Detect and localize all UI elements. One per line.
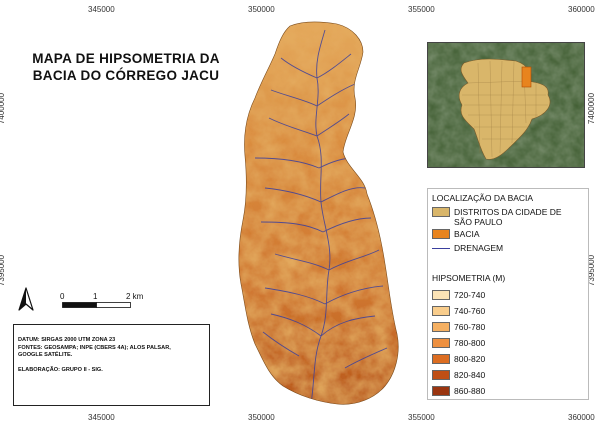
map-legend: LOCALIZAÇÃO DA BACIA DISTRITOS DA CIDADE… <box>427 188 589 400</box>
legend-item-districts: DISTRITOS DA CIDADE DE SÃO PAULO <box>432 207 576 227</box>
coord-top-350000: 350000 <box>248 5 275 14</box>
legend-item-label: 780-800 <box>454 338 486 348</box>
districts-swatch <box>432 207 450 217</box>
elev-swatch <box>432 354 450 364</box>
satellite-inset <box>428 43 584 167</box>
elev-swatch <box>432 290 450 300</box>
elev-swatch <box>432 338 450 348</box>
legend-item-label: DRENAGEM <box>454 243 504 253</box>
coord-bottom-355000: 355000 <box>408 413 435 422</box>
north-arrow-icon <box>18 287 34 311</box>
legend-location-title: LOCALIZAÇÃO DA BACIA <box>432 193 534 203</box>
coord-right-7400000: 7400000 <box>587 92 597 125</box>
legend-elev-820-840: 820-840 <box>432 370 485 380</box>
map-info-box: DATUM: SIRGAS 2000 UTM ZONA 23 FONTES: G… <box>13 324 210 406</box>
legend-item-label: 800-820 <box>454 354 486 364</box>
info-author: ELABORAÇÃO: GRUPO II - SIG. <box>18 366 103 373</box>
coord-left-7395000: 7395000 <box>0 254 7 287</box>
basin-swatch <box>432 229 450 239</box>
legend-item-drainage: DRENAGEM <box>432 243 503 253</box>
legend-elev-760-780: 760-780 <box>432 322 485 332</box>
coord-bottom-350000: 350000 <box>248 413 275 422</box>
info-sources: FONTES: GEOSAMPA; INPE (CBERS 4A); ALOS … <box>18 344 171 351</box>
legend-item-basin: BACIA <box>432 229 480 239</box>
coord-top-360000: 360000 <box>568 5 595 14</box>
coord-top-345000: 345000 <box>88 5 115 14</box>
basin-location-marker <box>521 66 532 88</box>
scale-bar-graphic <box>62 302 131 308</box>
scale-label-0: 0 <box>60 292 65 301</box>
elev-swatch <box>432 306 450 316</box>
elev-swatch <box>432 370 450 380</box>
elev-swatch <box>432 322 450 332</box>
coord-bottom-345000: 345000 <box>88 413 115 422</box>
map-title: MAPA DE HIPSOMETRIA DA BACIA DO CÓRREGO … <box>20 50 232 84</box>
legend-elev-800-820: 800-820 <box>432 354 485 364</box>
legend-item-label: DISTRITOS DA CIDADE DE SÃO PAULO <box>454 207 562 227</box>
elev-swatch <box>432 386 450 396</box>
map-title-line2: BACIA DO CÓRREGO JACU <box>32 68 220 83</box>
legend-item-label: 760-780 <box>454 322 486 332</box>
info-sources-cont: GOOGLE SATÉLITE. <box>18 352 73 359</box>
legend-item-label: BACIA <box>454 229 480 239</box>
legend-item-label: 820-840 <box>454 370 486 380</box>
drainage-line-swatch <box>432 243 450 253</box>
map-title-line1: MAPA DE HIPSOMETRIA DA <box>32 51 220 66</box>
location-inset-map <box>427 42 585 168</box>
legend-item-label: 720-740 <box>454 290 486 300</box>
legend-elev-860-880: 860-880 <box>432 386 485 396</box>
scale-bar: 0 1 2 km <box>60 292 190 314</box>
legend-elev-720-740: 720-740 <box>432 290 485 300</box>
coord-left-7400000: 7400000 <box>0 92 7 125</box>
legend-elev-780-800: 780-800 <box>432 338 485 348</box>
coord-bottom-360000: 360000 <box>568 413 595 422</box>
info-datum: DATUM: SIRGAS 2000 UTM ZONA 23 <box>18 337 116 343</box>
legend-elev-740-760: 740-760 <box>432 306 485 316</box>
scale-label-2km: 2 km <box>126 292 144 301</box>
scale-label-1: 1 <box>93 292 98 301</box>
legend-hypsometry-title: HIPSOMETRIA (M) <box>432 273 506 283</box>
legend-item-label: 860-880 <box>454 386 486 396</box>
coord-top-355000: 355000 <box>408 5 435 14</box>
basin-hypsometry-map <box>238 21 399 405</box>
legend-item-label: 740-760 <box>454 306 486 316</box>
